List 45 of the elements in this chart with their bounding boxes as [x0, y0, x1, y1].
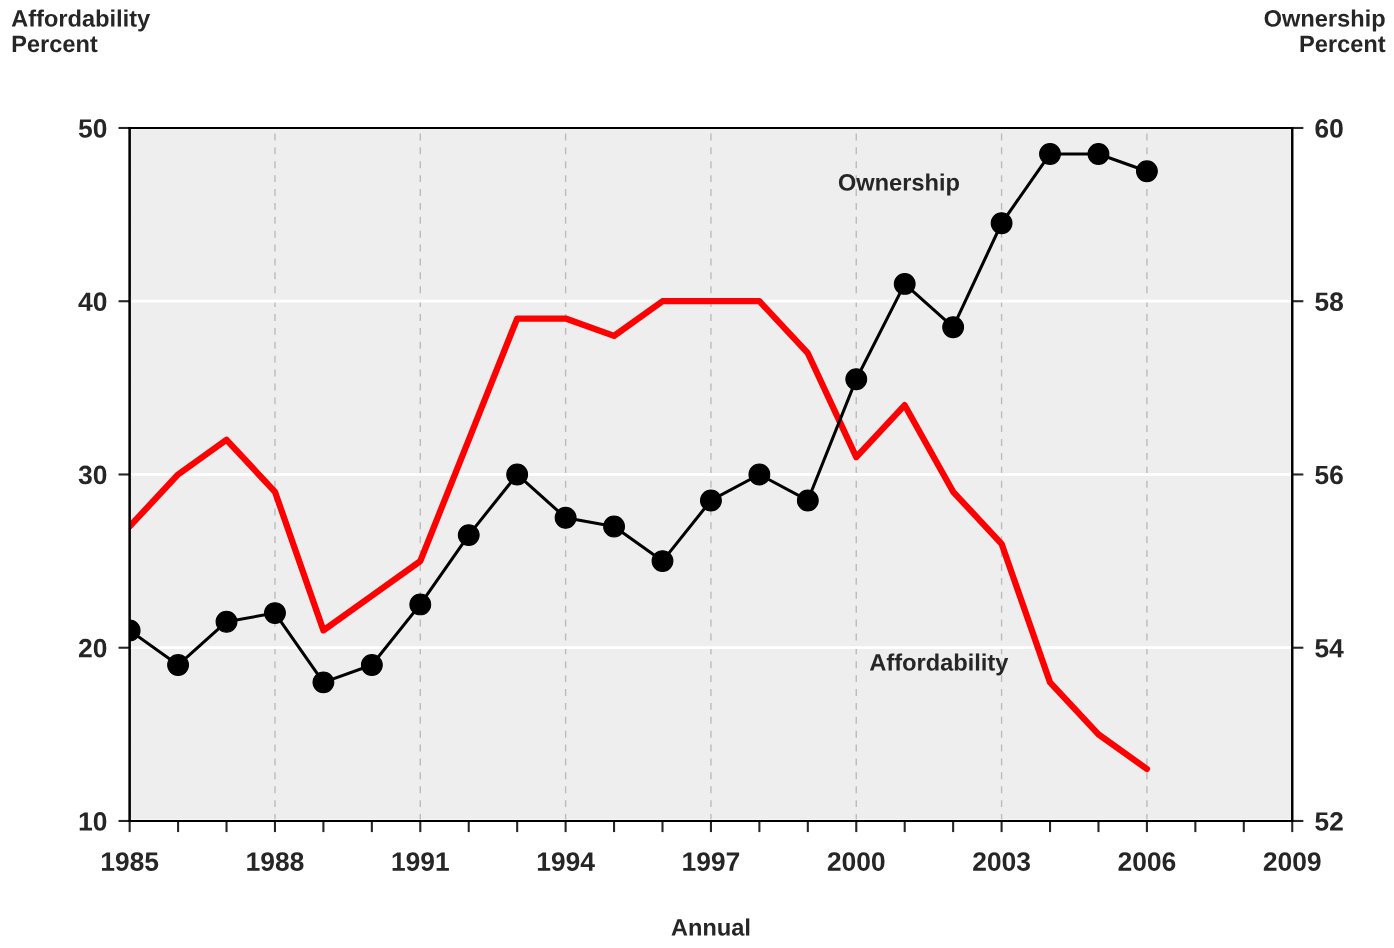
y2-tick-label: 54	[1315, 639, 1344, 658]
y-tick-label: 30	[78, 465, 107, 485]
point	[893, 272, 916, 295]
x-axis-title: Annual	[671, 918, 750, 936]
point	[457, 524, 480, 547]
y-tick-label: 40	[78, 292, 107, 312]
point	[845, 368, 868, 391]
point	[1135, 160, 1158, 183]
y2-tick-label: 60	[1315, 119, 1343, 138]
point	[215, 610, 238, 633]
series-label: Affordability	[869, 653, 1009, 676]
y-axis-title: Affordability Percent	[11, 9, 151, 53]
point	[360, 654, 383, 676]
x-tick-label: 1991	[392, 852, 449, 871]
x-tick-label: 1997	[683, 852, 740, 871]
x-tick-label: 2009	[1263, 852, 1321, 871]
y-tick-label: 50	[78, 119, 107, 138]
point	[506, 463, 529, 486]
x-tick-label: 2006	[1118, 852, 1176, 871]
y-tick-label: 20	[78, 638, 107, 658]
x-tick-label: 1994	[537, 852, 595, 871]
point	[1039, 143, 1061, 165]
y2-axis-title: Ownership Percent	[1264, 9, 1386, 53]
y2-tick-label: 52	[1315, 812, 1343, 831]
point	[1087, 143, 1110, 165]
point	[264, 602, 286, 625]
point	[603, 515, 625, 538]
y2-tick-label: 56	[1315, 465, 1343, 485]
x-tick-label: 2000	[827, 852, 885, 871]
point	[942, 316, 965, 339]
point	[167, 654, 190, 676]
x-tick-label: 1988	[247, 852, 304, 871]
point	[700, 489, 722, 512]
point	[748, 463, 771, 486]
x-tick-label: 1985	[101, 852, 159, 871]
point	[409, 593, 432, 616]
point	[651, 550, 674, 573]
point	[312, 671, 335, 694]
point	[554, 506, 577, 529]
series-label: Ownership	[838, 173, 959, 196]
point	[796, 489, 819, 512]
x-tick-label: 2003	[973, 852, 1030, 871]
point	[990, 212, 1013, 235]
y-tick-label: 10	[79, 812, 107, 831]
y2-tick-label: 58	[1315, 292, 1343, 312]
